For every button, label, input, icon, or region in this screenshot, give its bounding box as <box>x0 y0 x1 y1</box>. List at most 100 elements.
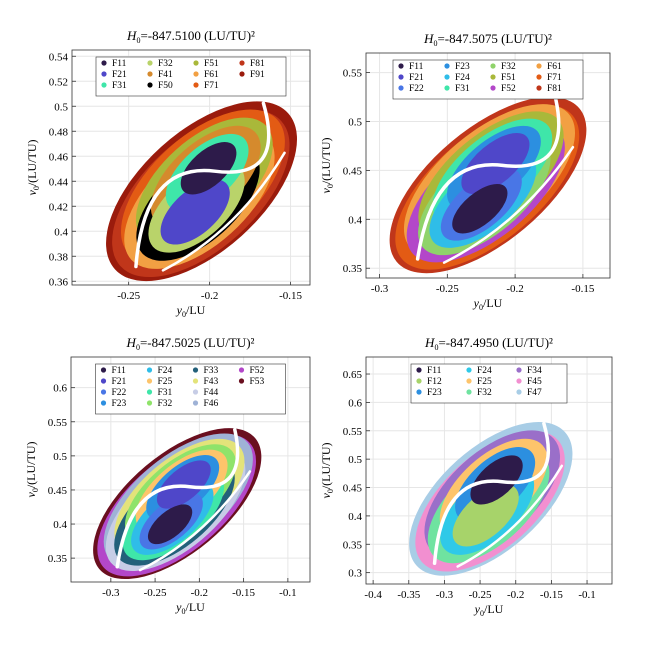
basin-gap <box>415 96 561 261</box>
legend-label-F21: F21 <box>112 70 127 80</box>
legend-label-F81: F81 <box>547 84 562 94</box>
legend-label-F32: F32 <box>158 59 173 69</box>
legend-label-F11: F11 <box>112 366 127 376</box>
legend-marker-F25 <box>146 378 153 384</box>
y-tick-label: 0.42 <box>49 201 68 213</box>
legend-marker-F31 <box>444 85 450 91</box>
legend-label-F51: F51 <box>501 73 516 83</box>
chart-title: H0=-847.4950 (LU/TU)² <box>424 335 553 352</box>
legend-marker-F11 <box>101 60 107 66</box>
legend-label-F47: F47 <box>527 388 542 398</box>
legend-marker-F52 <box>238 367 245 373</box>
legend-label-F23: F23 <box>455 62 470 72</box>
y-tick-label: 0.45 <box>48 485 68 497</box>
legend-marker-F34 <box>516 367 522 373</box>
legend-label-F53: F53 <box>250 377 265 387</box>
x-tick-label: -0.2 <box>506 283 523 295</box>
basin-gap <box>432 421 550 565</box>
y-axis-label: v0/(LU/TU) <box>24 442 40 498</box>
series-region-F11 <box>180 142 237 195</box>
legend-marker-F24 <box>444 74 450 80</box>
y-tick-label: 0.35 <box>343 539 363 551</box>
y-tick-label: 0.36 <box>49 276 69 288</box>
legend-label-F33: F33 <box>204 366 219 376</box>
legend-marker-F24 <box>466 367 472 373</box>
legend-label-F50: F50 <box>158 81 173 91</box>
x-tick-label: -0.35 <box>397 589 420 601</box>
legend-marker-F11 <box>100 367 107 373</box>
legend-label-F24: F24 <box>158 366 173 376</box>
legend-label-F23: F23 <box>427 388 442 398</box>
legend-marker-F32 <box>490 63 496 69</box>
legend-label-F45: F45 <box>527 377 542 387</box>
legend-marker-F22 <box>398 85 404 91</box>
y-tick-label: 0.45 <box>343 165 363 177</box>
legend-marker-F91 <box>239 71 245 77</box>
x-tick-label: -0.25 <box>436 283 459 295</box>
x-axis-label: y0/LU <box>473 296 503 312</box>
legend-label-F22: F22 <box>409 84 424 94</box>
y-tick-label: 0.35 <box>343 263 363 275</box>
series-region-F11 <box>452 183 508 234</box>
axes-box <box>71 49 311 286</box>
chart-panel-2: -0.3 -0.25 -0.2 -0.150.350.40.450.50.55F11F… <box>319 31 611 312</box>
x-tick-label: -0.3 <box>371 283 389 295</box>
legend-marker-F61 <box>193 71 199 77</box>
legend-marker-F81 <box>536 85 542 91</box>
legend-label-F32: F32 <box>501 62 516 72</box>
legend-marker-F71 <box>536 74 542 80</box>
legend-marker-F11 <box>416 367 422 373</box>
y-tick-label: 0.6 <box>53 383 67 395</box>
y-tick-label: 0.4 <box>54 226 68 238</box>
legend-label-F11: F11 <box>112 59 127 69</box>
legend-label-F21: F21 <box>112 377 127 387</box>
y-tick-label: 0.55 <box>48 417 68 429</box>
axes-box <box>70 356 311 583</box>
legend-marker-F43 <box>192 378 199 384</box>
x-tick-label: -0.2 <box>201 290 218 302</box>
legend-marker-F25 <box>466 378 472 384</box>
axes-box <box>365 356 613 585</box>
legend-marker-F61 <box>536 63 542 69</box>
legend-label-F41: F41 <box>158 70 173 80</box>
legend-marker-F51 <box>193 60 199 66</box>
basin-gap <box>134 101 271 269</box>
legend-label-F22: F22 <box>112 388 127 398</box>
series-region-F12 <box>452 484 519 547</box>
legend-marker-F32 <box>146 400 153 406</box>
legend-label-F11: F11 <box>409 62 424 72</box>
x-tick-label: -0.4 <box>364 589 382 601</box>
legend-marker-F33 <box>192 367 199 373</box>
x-axis-label: y0/LU <box>176 303 206 319</box>
legend-label-F11: F11 <box>427 366 442 376</box>
legend-marker-F11 <box>398 63 404 69</box>
basin-gap <box>138 470 252 572</box>
series-region-F21 <box>160 179 230 245</box>
legend-label-F31: F31 <box>455 84 470 94</box>
legend-label-F32: F32 <box>158 399 173 409</box>
legend-marker-F31 <box>146 389 153 395</box>
x-tick-label: -0.15 <box>540 589 563 601</box>
legend-label-F61: F61 <box>547 62 562 72</box>
x-tick-label: -0.25 <box>117 290 140 302</box>
scatter-layer <box>106 101 298 282</box>
basin-gap <box>161 151 286 272</box>
x-tick-label: -0.2 <box>507 589 524 601</box>
legend-label-F51: F51 <box>204 59 219 69</box>
x-tick-label: -0.1 <box>578 589 595 601</box>
legend-marker-F31 <box>101 82 107 88</box>
legend-label-F81: F81 <box>250 59 265 69</box>
legend-marker-F23 <box>100 400 107 406</box>
legend-marker-F32 <box>466 389 472 395</box>
legend-marker-F41 <box>147 71 153 77</box>
legend-label-F71: F71 <box>204 81 219 91</box>
x-tick-label: -0.2 <box>191 587 208 599</box>
legend-label-F31: F31 <box>112 81 127 91</box>
legend-label-F31: F31 <box>158 388 173 398</box>
legend-label-F44: F44 <box>204 388 219 398</box>
legend-label-F52: F52 <box>250 366 265 376</box>
x-tick-label: -0.15 <box>571 283 594 295</box>
legend-marker-F24 <box>146 367 153 373</box>
